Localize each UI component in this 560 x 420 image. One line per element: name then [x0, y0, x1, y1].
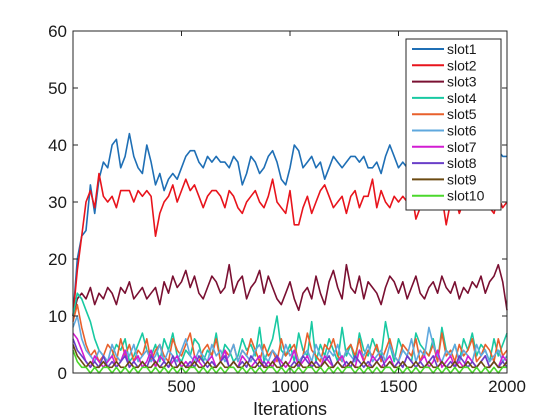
series-line-slot3 [72, 263, 508, 317]
y-tick-label: 20 [48, 250, 67, 269]
legend-label-slot3: slot3 [447, 74, 477, 90]
series-line-slot6 [72, 315, 508, 363]
legend-label-slot4: slot4 [447, 90, 477, 106]
legend-label-slot6: slot6 [447, 123, 477, 139]
legend-label-slot1: slot1 [447, 41, 477, 57]
legend-label-slot9: slot9 [447, 171, 477, 187]
y-tick-label: 50 [48, 79, 67, 98]
legend-label-slot8: slot8 [447, 155, 477, 171]
x-tick-label: 1000 [271, 377, 309, 396]
series-layer [72, 132, 508, 374]
legend: slot1slot2slot3slot4slot5slot6slot7slot8… [405, 38, 502, 211]
legend-label-slot10: slot10 [447, 188, 485, 204]
x-tick-label: 2000 [488, 377, 526, 396]
series-line-slot10 [72, 349, 507, 374]
y-tick-label: 0 [58, 364, 67, 383]
x-axis-label: Iterations [253, 399, 327, 419]
y-tick-label: 30 [48, 193, 67, 212]
tick-layer: 500 1000 1500 2000 0 10 20 30 40 50 60 [48, 22, 526, 396]
x-tick-label: 1500 [380, 377, 418, 396]
y-tick-label: 10 [48, 307, 67, 326]
legend-label-slot7: slot7 [447, 139, 477, 155]
y-tick-label: 60 [48, 22, 67, 41]
legend-label-slot2: slot2 [447, 57, 477, 73]
y-tick-label: 40 [48, 136, 67, 155]
legend-box [405, 38, 502, 211]
x-tick-label: 500 [167, 377, 195, 396]
legend-label-slot5: slot5 [447, 106, 477, 122]
